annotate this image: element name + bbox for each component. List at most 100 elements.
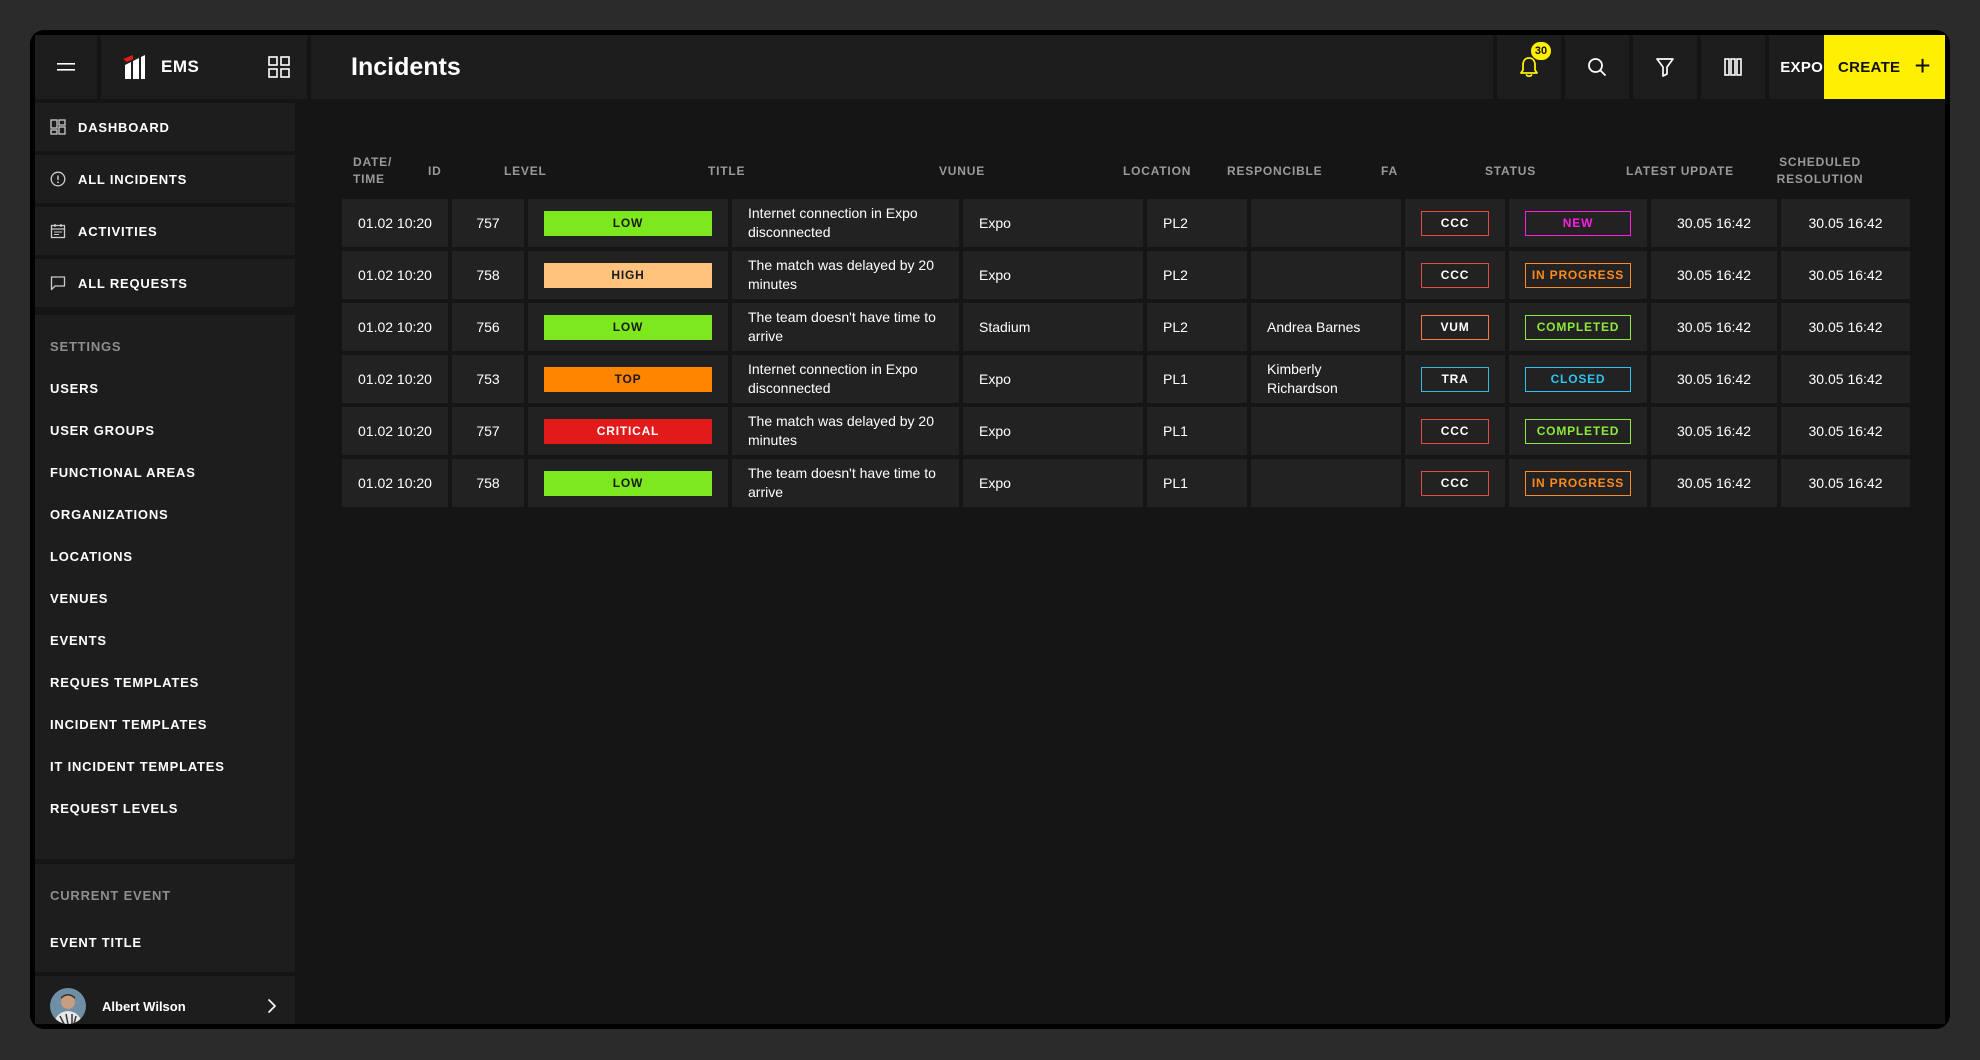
app-window: EMS Incidents 30 (35, 35, 1945, 1024)
column-header-status[interactable]: STATUS (1485, 163, 1537, 178)
cell-responsible: Kimberly Richardson (1251, 355, 1401, 403)
create-button[interactable]: CREATE + (1824, 35, 1945, 99)
column-header-venue[interactable]: VUNUE (939, 163, 986, 178)
cell-status: IN PROGRESS (1509, 459, 1647, 507)
level-badge: LOW (544, 470, 712, 496)
column-header-scheduled-resolution[interactable]: SCHEDULED RESOLUTION (1776, 155, 1864, 186)
level-badge: LOW (544, 314, 712, 340)
fa-badge: CCC (1421, 418, 1489, 444)
cell-scheduled: 30.05 16:42 (1781, 303, 1910, 351)
column-header-location[interactable]: LOCATION (1123, 163, 1192, 178)
chevron-right-icon[interactable] (267, 998, 277, 1014)
column-header-level[interactable]: LEVEL (504, 163, 547, 178)
cell-responsible: Andrea Barnes (1251, 303, 1401, 351)
level-badge: CRITICAL (544, 418, 712, 444)
cell-level: HIGH (528, 251, 728, 299)
nav-item-activities[interactable]: ACTIVITIES (35, 207, 295, 255)
column-header-responsible[interactable]: RESPONCIBLE (1227, 163, 1323, 178)
cell-title: The match was delayed by 20 minutes (732, 407, 959, 455)
cell-title: Internet connection in Expo disconnected (732, 199, 959, 247)
cell-responsible (1251, 251, 1401, 299)
table-row[interactable]: 01.02 10:20 758 HIGH The match was delayed … (342, 251, 1910, 299)
cell-fa: CCC (1405, 199, 1505, 247)
brand-area: EMS (101, 35, 307, 99)
settings-item-functional-areas[interactable]: FUNCTIONAL AREAS (50, 465, 196, 480)
settings-item-locations[interactable]: LOCATIONS (50, 549, 133, 564)
settings-item-events[interactable]: EVENTS (50, 633, 107, 648)
top-bar: EMS Incidents 30 (35, 35, 1945, 99)
column-header-latest-update[interactable]: LATEST UPDATE (1626, 163, 1734, 178)
cell-level: CRITICAL (528, 407, 728, 455)
cell-latest-update: 30.05 16:42 (1651, 199, 1777, 247)
cell-fa: CCC (1405, 407, 1505, 455)
title-area: Incidents (311, 35, 1493, 99)
current-event-label: CURRENT EVENT (50, 888, 171, 903)
cell-scheduled: 30.05 16:42 (1781, 407, 1910, 455)
filter-button[interactable] (1633, 35, 1697, 99)
settings-item-users[interactable]: USERS (50, 381, 99, 396)
settings-item-it-incident-templates[interactable]: IT INCIDENT TEMPLATES (50, 759, 225, 774)
cell-latest-update: 30.05 16:42 (1651, 459, 1777, 507)
fa-badge: TRA (1421, 366, 1489, 392)
avatar (50, 988, 86, 1024)
cell-status: COMPLETED (1509, 303, 1647, 351)
ems-logo-icon[interactable] (119, 53, 147, 81)
cell-status: COMPLETED (1509, 407, 1647, 455)
event-title[interactable]: EVENT TITLE (50, 935, 142, 950)
cell-venue: Expo (963, 199, 1143, 247)
menu-button[interactable] (35, 35, 97, 99)
table-row[interactable]: 01.02 10:20 753 TOP Internet connection in … (342, 355, 1910, 403)
settings-item-request-levels[interactable]: REQUEST LEVELS (50, 801, 179, 816)
page-title: Incidents (351, 52, 461, 81)
cell-fa: CCC (1405, 251, 1505, 299)
column-header-fa[interactable]: FA (1381, 163, 1398, 178)
alert-circle-icon (50, 171, 66, 187)
table-row[interactable]: 01.02 10:20 757 LOW Internet connection in … (342, 199, 1910, 247)
current-event-panel: CURRENT EVENT EVENT TITLE (35, 864, 295, 972)
cell-status: CLOSED (1509, 355, 1647, 403)
nav-item-all-requests[interactable]: ALL REQUESTS (35, 259, 295, 307)
nav-item-label: DASHBOARD (78, 119, 170, 135)
cell-scheduled: 30.05 16:42 (1781, 251, 1910, 299)
nav-item-all-incidents[interactable]: ALL INCIDENTS (35, 155, 295, 203)
settings-item-user-groups[interactable]: USER GROUPS (50, 423, 155, 438)
cell-datetime: 01.02 10:20 (342, 199, 448, 247)
fa-badge: CCC (1421, 470, 1489, 496)
cell-id: 757 (452, 199, 524, 247)
dashboard-icon (50, 119, 66, 135)
table-row[interactable]: 01.02 10:20 756 LOW The team doesn't have t… (342, 303, 1910, 351)
cell-location: PL1 (1147, 459, 1247, 507)
settings-item-incident-templates[interactable]: INCIDENT TEMPLATES (50, 717, 208, 732)
cell-location: PL2 (1147, 303, 1247, 351)
cell-scheduled: 30.05 16:42 (1781, 355, 1910, 403)
sidebar: DASHBOARD ALL INCIDENTS ACTIVITIES (35, 103, 295, 1024)
apps-grid-icon[interactable] (267, 55, 291, 79)
search-icon (1588, 58, 1606, 76)
settings-item-reques-templates[interactable]: REQUES TEMPLATES (50, 675, 200, 690)
nav-item-dashboard[interactable]: DASHBOARD (35, 103, 295, 151)
cell-title: The match was delayed by 20 minutes (732, 251, 959, 299)
table-row[interactable]: 01.02 10:20 758 LOW The team doesn't have t… (342, 459, 1910, 507)
cell-datetime: 01.02 10:20 (342, 303, 448, 351)
user-profile[interactable]: Albert Wilson (35, 976, 295, 1024)
column-header-id[interactable]: ID (428, 163, 442, 178)
column-header-datetime[interactable]: DATE/ TIME (353, 155, 393, 186)
filter-icon (1656, 58, 1674, 77)
cell-datetime: 01.02 10:20 (342, 251, 448, 299)
cell-level: LOW (528, 303, 728, 351)
status-badge: NEW (1525, 210, 1631, 236)
table-row[interactable]: 01.02 10:20 757 CRITICAL The match was dela… (342, 407, 1910, 455)
search-button[interactable] (1565, 35, 1629, 99)
settings-item-venues[interactable]: VENUES (50, 591, 109, 606)
user-name: Albert Wilson (102, 998, 186, 1014)
cell-fa: VUM (1405, 303, 1505, 351)
columns-button[interactable] (1701, 35, 1765, 99)
notifications-button[interactable]: 30 (1497, 35, 1561, 99)
app-name: EMS (161, 57, 200, 76)
settings-item-organizations[interactable]: ORGANIZATIONS (50, 507, 169, 522)
cell-datetime: 01.02 10:20 (342, 355, 448, 403)
level-badge: HIGH (544, 262, 712, 288)
cell-level: LOW (528, 199, 728, 247)
fa-badge: VUM (1421, 314, 1489, 340)
column-header-title[interactable]: TITLE (708, 163, 746, 178)
